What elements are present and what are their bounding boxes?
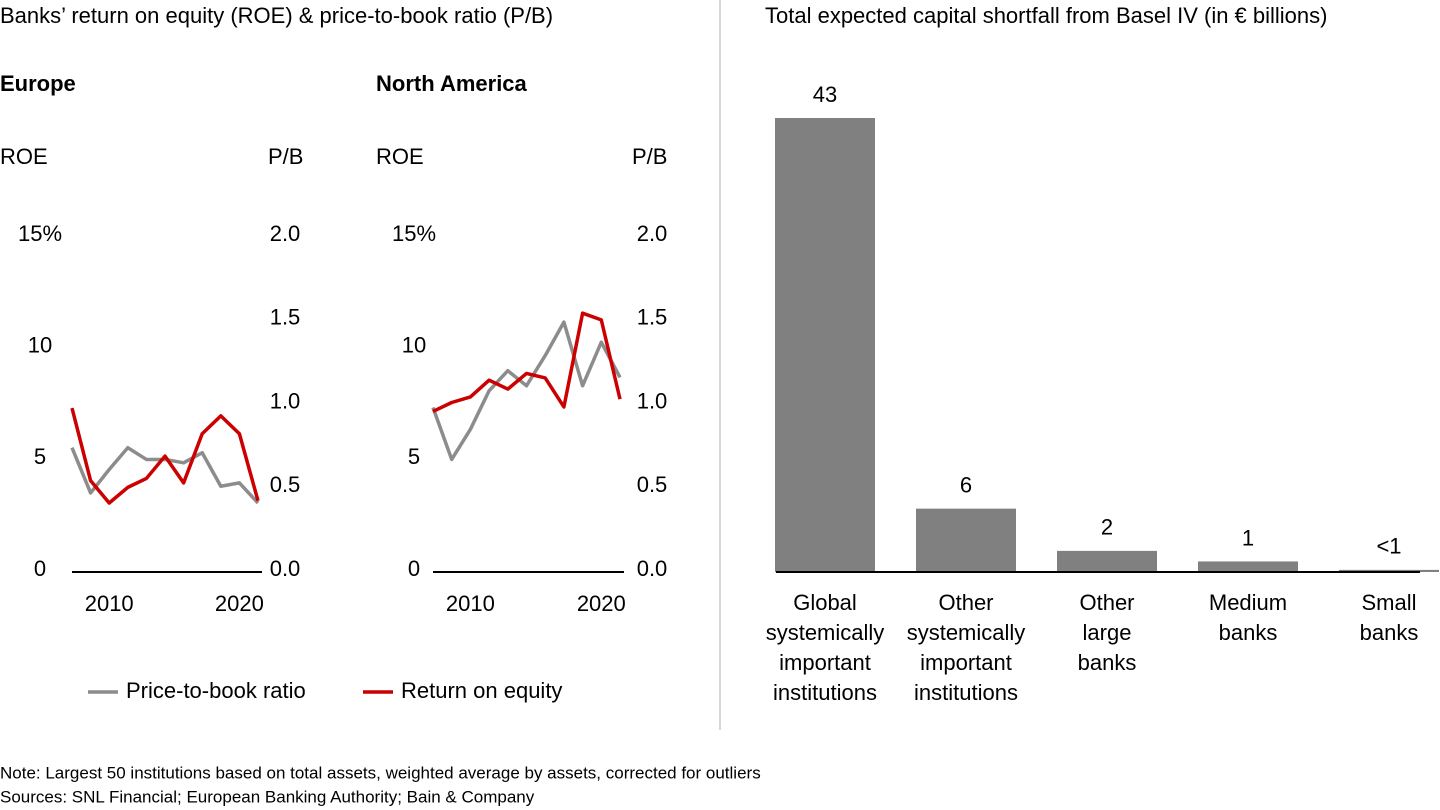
y2-tick-label: 0.5	[637, 472, 668, 497]
x-tick-label: Other	[1079, 590, 1134, 615]
x-tick-label: large	[1083, 620, 1132, 645]
bar	[1057, 550, 1157, 572]
value-label: 1	[1242, 525, 1254, 550]
y2-tick-label: 0.5	[270, 472, 301, 497]
y-axis-label: ROE	[376, 144, 424, 169]
y2-tick-label: 1.5	[637, 305, 668, 330]
y2-tick-label: 0.0	[270, 556, 301, 581]
bar-title: Total expected capital shortfall from Ba…	[765, 3, 1327, 28]
x-tick-label: systemically	[907, 620, 1026, 645]
y-tick-label: 0	[408, 556, 420, 581]
y2-tick-label: 0.0	[637, 556, 668, 581]
x-tick-label: 2010	[446, 591, 495, 616]
x-tick-label: Global	[793, 590, 857, 615]
panel-title: North America	[376, 71, 528, 96]
y-axis-label: ROE	[0, 144, 48, 169]
value-label: 43	[813, 82, 837, 107]
sources: Sources: SNL Financial; European Banking…	[0, 787, 535, 806]
series-line	[432, 311, 622, 414]
bar	[1198, 561, 1298, 572]
y-tick-label: 5	[34, 444, 46, 469]
bar	[1339, 569, 1439, 572]
y2-axis-label: P/B	[268, 144, 303, 169]
y-tick-label: 10	[28, 332, 52, 357]
legend-label: Return on equity	[401, 678, 562, 703]
x-tick-label: Medium	[1209, 590, 1287, 615]
y-tick-label: 15%	[18, 221, 62, 246]
y2-tick-label: 2.0	[637, 221, 668, 246]
x-tick-label: 2010	[85, 591, 134, 616]
x-tick-label: important	[779, 650, 871, 675]
x-tick-label: banks	[1078, 650, 1137, 675]
y-tick-label: 10	[402, 332, 426, 357]
x-tick-label: banks	[1360, 620, 1419, 645]
bar	[775, 118, 875, 572]
x-tick-label: Small	[1361, 590, 1416, 615]
series-line	[70, 445, 260, 505]
note: Note: Largest 50 institutions based on t…	[0, 763, 761, 782]
x-tick-label: systemically	[766, 620, 885, 645]
y-tick-label: 0	[34, 556, 46, 581]
x-tick-label: institutions	[914, 680, 1018, 705]
x-tick-label: Other	[938, 590, 993, 615]
y2-tick-label: 1.0	[637, 388, 668, 413]
x-tick-label: 2020	[577, 591, 626, 616]
y2-tick-label: 1.0	[270, 388, 301, 413]
y2-tick-label: 1.5	[270, 305, 301, 330]
left-title: Banks’ return on equity (ROE) & price-to…	[0, 3, 553, 28]
panel-title: Europe	[0, 71, 76, 96]
series-line	[70, 407, 260, 505]
bar	[916, 508, 1016, 572]
y-tick-label: 5	[408, 444, 420, 469]
value-label: 2	[1101, 515, 1113, 540]
legend-label: Price-to-book ratio	[126, 678, 306, 703]
x-tick-label: institutions	[773, 680, 877, 705]
y2-tick-label: 2.0	[270, 221, 301, 246]
x-tick-label: 2020	[215, 591, 264, 616]
y-tick-label: 15%	[392, 221, 436, 246]
value-label: <1	[1376, 534, 1401, 559]
x-tick-label: banks	[1219, 620, 1278, 645]
series-line	[431, 320, 622, 462]
x-tick-label: important	[920, 650, 1012, 675]
y2-axis-label: P/B	[632, 144, 667, 169]
value-label: 6	[960, 472, 972, 497]
